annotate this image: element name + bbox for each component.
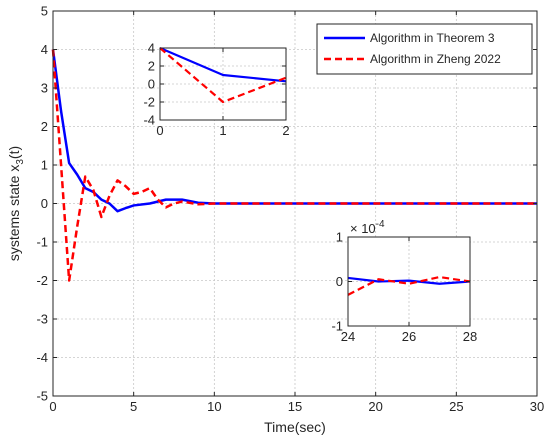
- x-tick-label: 1: [219, 123, 226, 138]
- main-series: [51, 49, 537, 282]
- legend-label-zheng2022: Algorithm in Zheng 2022: [370, 52, 501, 66]
- y-tick-label: 4: [41, 42, 48, 57]
- series-line-theorem3: [159, 46, 287, 83]
- series-line-zheng2022: [347, 275, 471, 296]
- y-tick-label: 3: [41, 81, 48, 96]
- y-tick-label: -4: [143, 113, 155, 128]
- inset-axes-late: 24 26 28 -1 0 1 × 10-4: [331, 219, 477, 344]
- x-tick-label: 0: [156, 123, 163, 138]
- y-tick-label: -1: [331, 319, 343, 334]
- y-tick-label: 2: [41, 119, 48, 134]
- y-tick-label: 1: [41, 158, 48, 173]
- y-tick-label: 2: [148, 59, 155, 74]
- x-tick-label: 28: [463, 329, 477, 344]
- legend-box: [316, 23, 533, 75]
- series-line-zheng2022: [159, 47, 287, 104]
- x-tick-label: 5: [130, 399, 137, 414]
- y-tick-label: -4: [36, 350, 48, 365]
- y-axis-label: systems state x3(t): [6, 146, 26, 261]
- y-tick-label: 5: [41, 4, 48, 19]
- series-line-theorem3: [347, 276, 471, 285]
- x-tick-label: 10: [207, 399, 221, 414]
- x-tick-label: 2: [282, 123, 289, 138]
- x-tick-label: 15: [288, 399, 302, 414]
- y-tick-label: 0: [41, 196, 48, 211]
- x-tick-label: 30: [530, 399, 544, 414]
- x-tick-label: 0: [49, 399, 56, 414]
- x-tick-label: 20: [368, 399, 382, 414]
- x-tick-label: 26: [402, 329, 416, 344]
- y-axis-label-subscript: 3: [15, 159, 26, 165]
- y-tick-label: -2: [143, 95, 155, 110]
- y-tick-label: -5: [36, 389, 48, 404]
- x-tick-label: 24: [341, 329, 355, 344]
- inset-late-exponent-base: × 10: [350, 221, 376, 236]
- y-axis-label-main: systems state x: [6, 165, 22, 261]
- y-tick-label: 1: [336, 230, 343, 245]
- y-tick-label: -1: [36, 235, 48, 250]
- legend-label-theorem3: Algorithm in Theorem 3: [370, 31, 495, 45]
- inset-late-ticks: 24 26 28 -1 0 1: [331, 230, 477, 344]
- inset-late-series: [347, 275, 471, 296]
- y-tick-label: 0: [336, 274, 343, 289]
- y-axis-label-tail: (t): [6, 146, 22, 159]
- x-tick-label: 25: [449, 399, 463, 414]
- legend: Algorithm in Theorem 3 Algorithm in Zhen…: [316, 23, 533, 75]
- inset-late-exponent: × 10-4: [350, 219, 385, 236]
- x-axis-label: Time(sec): [264, 419, 326, 435]
- series-line-zheng2022: [51, 49, 537, 282]
- y-tick-label: 4: [148, 41, 155, 56]
- inset-late-exponent-power: -4: [376, 219, 385, 230]
- y-tick-label: -3: [36, 312, 48, 327]
- inset-early-series: [159, 46, 287, 104]
- y-tick-label: -2: [36, 273, 48, 288]
- y-tick-label: 0: [148, 77, 155, 92]
